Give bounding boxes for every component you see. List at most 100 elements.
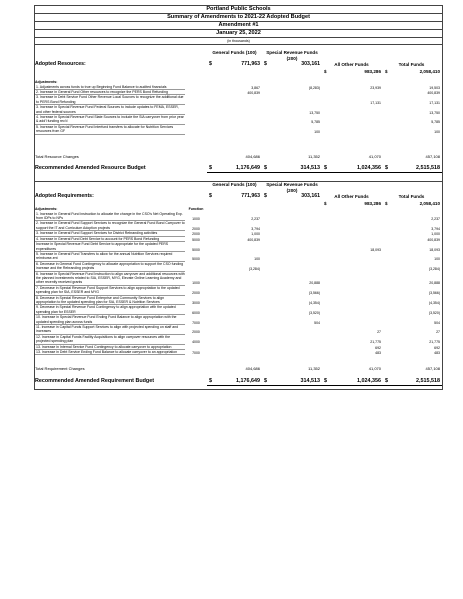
row-total: 27 bbox=[436, 330, 440, 335]
row-other: 23,939 bbox=[370, 85, 381, 90]
row-total: 400,839 bbox=[427, 237, 440, 242]
table-row: 5. Increase in Special Revenue Fund Inte… bbox=[35, 125, 442, 135]
table-row: 1. Adjustments across funds to true up B… bbox=[35, 85, 442, 90]
resources-column-header: General Funds (100) Special Revenue Fund… bbox=[35, 50, 442, 61]
row-total: (3,520) bbox=[428, 310, 440, 315]
table-row: 4. Increase in Special Revenue Fund Stat… bbox=[35, 115, 442, 125]
requirements-adopted-row: Adopted Requirements: $771,963 $303,161 … bbox=[35, 193, 440, 207]
resources-adopted-row: Adopted Resources: $771,963 $303,161 All… bbox=[35, 61, 440, 75]
row-function: 1000 bbox=[192, 281, 200, 286]
row-label: 2. Increase in General Fund Support Serv… bbox=[35, 221, 185, 232]
row-function: 7000 bbox=[192, 351, 200, 356]
row-label: Increase in Special Revenue Fund Debt Se… bbox=[35, 242, 185, 252]
row-label: 2. Increase in General Fund Other resour… bbox=[35, 90, 185, 96]
table-row: 2. Increase in General Fund Support Serv… bbox=[35, 221, 442, 232]
table-row: 9. Decrease in Special Revenue Fund Cont… bbox=[35, 305, 442, 316]
budget-sheet: Portland Public Schools Summary of Amend… bbox=[34, 5, 443, 390]
resources-adjustment-rows: 1. Adjustments across funds to true up B… bbox=[35, 85, 442, 135]
row-function: 2000 bbox=[192, 330, 200, 335]
row-label: 6. Increase in Special Revenue Fund Inst… bbox=[35, 271, 185, 286]
summary-title: Summary of Amendments to 2021-22 Adopted… bbox=[35, 14, 442, 22]
table-row: 6. Decrease in General Fund Contingency … bbox=[35, 262, 442, 272]
row-function: 5000 bbox=[192, 247, 200, 252]
row-general: 400,839 bbox=[247, 91, 260, 95]
resources-adjustments-label: Adjustments: bbox=[35, 80, 58, 85]
table-row: 3. Increase in Debt Service Fund Other R… bbox=[35, 95, 442, 106]
row-label: 5. Increase in Special Revenue Fund Inte… bbox=[35, 125, 185, 135]
resources-amended-row: Recommended Amended Resource Budget $1,1… bbox=[35, 165, 442, 174]
row-special: 13,750 bbox=[309, 110, 320, 115]
row-other: 21,775 bbox=[370, 340, 381, 345]
row-function: 5000 bbox=[192, 237, 200, 242]
requirements-adjustments-label: Adjustments: Function bbox=[35, 207, 204, 212]
row-label: 12. Increase in Capital Funds Facility A… bbox=[35, 335, 185, 345]
units-note: (in thousands) bbox=[35, 38, 442, 45]
row-total: 18,093 bbox=[429, 247, 440, 252]
row-total: 20,888 bbox=[429, 281, 440, 286]
table-row: 3. Increase in General Fund Support Serv… bbox=[35, 231, 442, 237]
row-general: 400,839 bbox=[247, 237, 260, 242]
resources-heading: Adopted Resources: bbox=[35, 61, 86, 68]
row-total: 1,000 bbox=[431, 232, 440, 237]
row-total: (3,284) bbox=[428, 267, 440, 272]
row-other: 17,131 bbox=[370, 100, 381, 105]
table-row: 6. Increase in Special Revenue Fund Inst… bbox=[35, 272, 442, 286]
row-special: 100 bbox=[314, 130, 320, 135]
resources-changes-row: Total Resource Changes 404,686 11,352 41… bbox=[35, 154, 440, 159]
row-function: 3000 bbox=[192, 300, 200, 305]
row-label: 3. Increase in Debt Service Fund Other R… bbox=[35, 95, 185, 106]
table-row: 5. Increase in General Fund Transfers to… bbox=[35, 252, 442, 262]
row-label: 3. Increase in Special Revenue Fund Fede… bbox=[35, 105, 185, 116]
row-label: 11. Increase in Capital Funds Support Se… bbox=[35, 325, 185, 335]
row-label: 4. Increase in General Fund Debt Service… bbox=[35, 237, 185, 243]
row-label: 13. Increase in Debt Service Ending Fund… bbox=[35, 350, 185, 356]
row-general: (3,284) bbox=[248, 267, 260, 272]
row-special: 5,785 bbox=[311, 120, 320, 125]
row-total: 2,237 bbox=[431, 217, 440, 222]
row-special: 504 bbox=[314, 320, 320, 325]
row-total: 21,775 bbox=[429, 340, 440, 345]
row-general: 1,000 bbox=[251, 232, 260, 237]
row-total: 5,785 bbox=[431, 120, 440, 125]
amendment-title: Amendment #1 bbox=[35, 22, 442, 30]
table-row: 13. Increase in Internal Service Fund Co… bbox=[35, 345, 442, 351]
table-row: Increase in Special Revenue Fund Debt Se… bbox=[35, 242, 442, 252]
row-total: 692 bbox=[434, 345, 440, 350]
row-other: 18,093 bbox=[370, 247, 381, 252]
row-label: 4. Increase in Special Revenue Fund Stat… bbox=[35, 115, 185, 125]
row-other: 692 bbox=[375, 345, 381, 350]
row-function: 7000 bbox=[192, 320, 200, 325]
row-special: (8,283) bbox=[308, 85, 320, 90]
table-row: 11. Increase in Capital Funds Support Se… bbox=[35, 325, 442, 335]
date-title: January 25, 2022 bbox=[35, 30, 442, 38]
table-row: 3. Increase in Special Revenue Fund Fede… bbox=[35, 105, 442, 116]
requirements-amended-row: Recommended Amended Requirement Budget $… bbox=[35, 377, 442, 386]
org-title: Portland Public Schools bbox=[35, 6, 442, 14]
table-row: 12. Increase in Capital Funds Facility A… bbox=[35, 335, 442, 345]
row-general: 3,794 bbox=[251, 226, 260, 231]
row-function: 1000 bbox=[192, 217, 200, 222]
row-label: 13. Increase in Internal Service Fund Co… bbox=[35, 345, 185, 351]
col-general: General Funds (100) bbox=[212, 50, 257, 55]
row-label: 5. Increase in General Fund Transfers to… bbox=[35, 252, 185, 262]
row-function: 2000 bbox=[192, 291, 200, 296]
row-total: 17,131 bbox=[429, 100, 440, 105]
row-label: 10. Increase in Special Revenue Fund End… bbox=[35, 315, 185, 325]
row-label: 1. Increase in General Fund instruction … bbox=[35, 212, 185, 222]
row-general: 2,237 bbox=[251, 217, 260, 222]
row-special: (3,566) bbox=[308, 291, 320, 296]
row-total: 19,503 bbox=[429, 85, 440, 90]
col-special: Special Revenue Funds (200) bbox=[266, 50, 318, 61]
row-label: 3. Increase in General Fund Support Serv… bbox=[35, 231, 185, 237]
row-function: 6000 bbox=[192, 310, 200, 315]
requirements-adjustment-rows: 1. Increase in General Fund instruction … bbox=[35, 212, 442, 356]
row-total: 504 bbox=[434, 320, 440, 325]
row-label: 9. Decrease in Special Revenue Fund Cont… bbox=[35, 305, 185, 316]
row-total: 483 bbox=[434, 351, 440, 356]
row-special: (3,520) bbox=[308, 310, 320, 315]
row-label: 1. Adjustments across funds to true up B… bbox=[35, 85, 185, 90]
row-total: 3,794 bbox=[431, 226, 440, 231]
row-total: (4,354) bbox=[428, 300, 440, 305]
row-special: (4,354) bbox=[308, 300, 320, 305]
